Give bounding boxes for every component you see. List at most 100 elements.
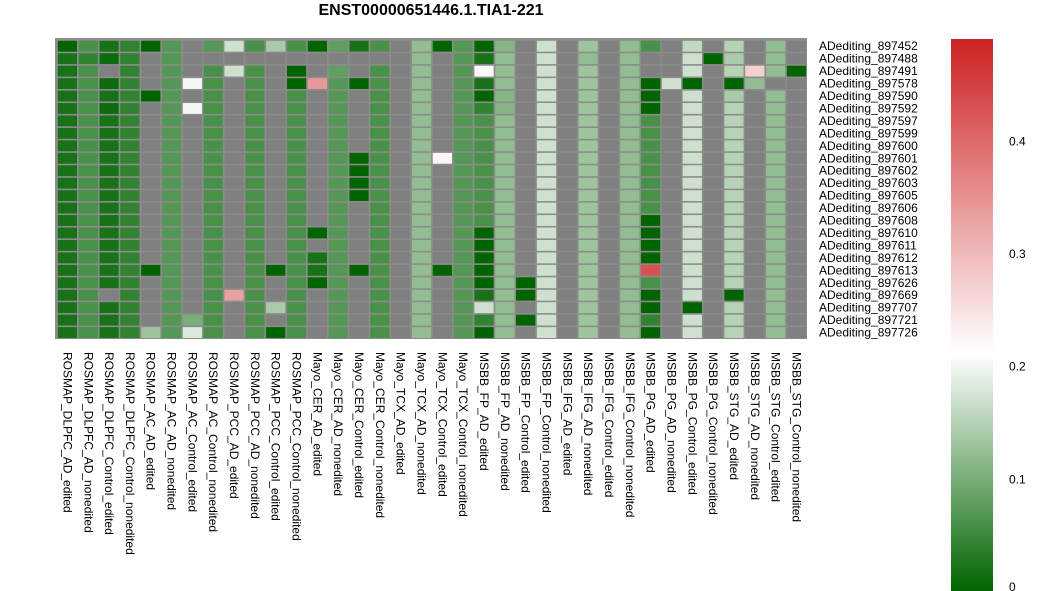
- heatmap-cell: [599, 177, 619, 189]
- heatmap-cell: [703, 127, 723, 139]
- heatmap-cell: [599, 78, 619, 89]
- heatmap-cell: [599, 65, 619, 77]
- heatmap-cell: [724, 90, 744, 102]
- heatmap-cell: [99, 190, 119, 202]
- heatmap-cell: [182, 177, 203, 189]
- heatmap-cell: [495, 78, 515, 89]
- heatmap-cell: [536, 264, 557, 276]
- heatmap-cell: [786, 264, 807, 276]
- heatmap-cell: [411, 165, 432, 177]
- heatmap-cell: [57, 289, 78, 301]
- heatmap-cell: [286, 190, 307, 202]
- heatmap-cell: [432, 302, 452, 314]
- heatmap-cell: [516, 152, 536, 164]
- heatmap-cell: [224, 302, 244, 314]
- heatmap-cell: [516, 177, 536, 189]
- heatmap-cell: [328, 140, 348, 152]
- heatmap-cell: [141, 152, 161, 164]
- heatmap-cell: [495, 314, 515, 326]
- heatmap-cell: [245, 215, 265, 226]
- heatmap-cell: [578, 289, 598, 301]
- column-label: Mayo_CER_AD_nonedited: [331, 352, 345, 496]
- column-label: Mayo_TCX_AD_nonedited: [415, 352, 429, 495]
- heatmap-cell: [99, 78, 119, 89]
- heatmap-cell: [474, 40, 494, 52]
- heatmap-cell: [391, 277, 411, 289]
- heatmap-cell: [57, 103, 78, 114]
- heatmap-cell: [641, 190, 661, 202]
- heatmap-cell: [307, 40, 327, 52]
- heatmap-cell: [724, 240, 744, 251]
- heatmap-cell: [328, 277, 348, 289]
- heatmap-cell: [57, 302, 78, 314]
- heatmap-cell: [99, 215, 119, 226]
- heatmap-cell: [661, 252, 682, 264]
- heatmap-cell: [328, 78, 348, 89]
- heatmap-cell: [766, 103, 786, 114]
- heatmap-cell: [724, 127, 744, 139]
- heatmap-cell: [766, 165, 786, 177]
- heatmap-cell: [641, 152, 661, 164]
- heatmap-cell: [599, 289, 619, 301]
- heatmap-cell: [661, 190, 682, 202]
- heatmap-cell: [391, 202, 411, 214]
- column-label: ROSMAP_DLPFC_AD_nonedited: [81, 352, 95, 533]
- heatmap-cell: [682, 314, 702, 326]
- heatmap-cell: [161, 90, 182, 102]
- heatmap-cell: [578, 40, 598, 52]
- heatmap-cell: [578, 90, 598, 102]
- heatmap-cell: [78, 90, 98, 102]
- heatmap-cell: [307, 115, 327, 127]
- heatmap-cell: [682, 202, 702, 214]
- heatmap-cell: [370, 140, 390, 152]
- heatmap-cell: [411, 240, 432, 251]
- row-label: ADediting_897605: [819, 189, 918, 203]
- heatmap-cell: [411, 215, 432, 226]
- heatmap-cell: [432, 65, 452, 77]
- heatmap-cell: [536, 78, 557, 89]
- heatmap-cell: [766, 78, 786, 89]
- heatmap-cell: [536, 53, 557, 65]
- heatmap-cell: [120, 152, 140, 164]
- heatmap-cell: [453, 90, 473, 102]
- heatmap-cell: [620, 264, 640, 276]
- heatmap-cell: [432, 140, 452, 152]
- heatmap-cell: [536, 314, 557, 326]
- heatmap-cell: [182, 103, 203, 114]
- heatmap-cell: [120, 252, 140, 264]
- heatmap-cell: [411, 40, 432, 52]
- heatmap-cell: [432, 327, 452, 338]
- heatmap-cell: [599, 215, 619, 226]
- heatmap-cell: [724, 252, 744, 264]
- heatmap-cell: [57, 202, 78, 214]
- heatmap-cell: [99, 314, 119, 326]
- heatmap-cell: [78, 53, 98, 65]
- heatmap-cell: [78, 277, 98, 289]
- row-label: ADediting_897597: [819, 114, 918, 128]
- row-label: ADediting_897592: [819, 101, 918, 115]
- heatmap-cell: [57, 127, 78, 139]
- heatmap-cell: [286, 302, 307, 314]
- heatmap-cell: [557, 277, 577, 289]
- heatmap-cell: [161, 177, 182, 189]
- heatmap-cell: [203, 264, 223, 276]
- heatmap-cell: [161, 190, 182, 202]
- heatmap-cell: [641, 165, 661, 177]
- heatmap-cell: [620, 252, 640, 264]
- heatmap-cell: [432, 202, 452, 214]
- heatmap-cell: [391, 314, 411, 326]
- heatmap-cell: [745, 314, 765, 326]
- heatmap-cell: [766, 215, 786, 226]
- column-label: ROSMAP_DLPFC_Control_edited: [102, 352, 116, 535]
- legend-tick-label: 0.1: [1009, 472, 1026, 486]
- heatmap-cell: [766, 115, 786, 127]
- heatmap-cell: [641, 78, 661, 89]
- heatmap-cell: [599, 252, 619, 264]
- heatmap-cell: [641, 302, 661, 314]
- heatmap-cell: [620, 314, 640, 326]
- heatmap-cell: [57, 53, 78, 65]
- heatmap-cell: [245, 40, 265, 52]
- heatmap-cell: [557, 314, 577, 326]
- heatmap-cell: [620, 165, 640, 177]
- heatmap-cell: [78, 289, 98, 301]
